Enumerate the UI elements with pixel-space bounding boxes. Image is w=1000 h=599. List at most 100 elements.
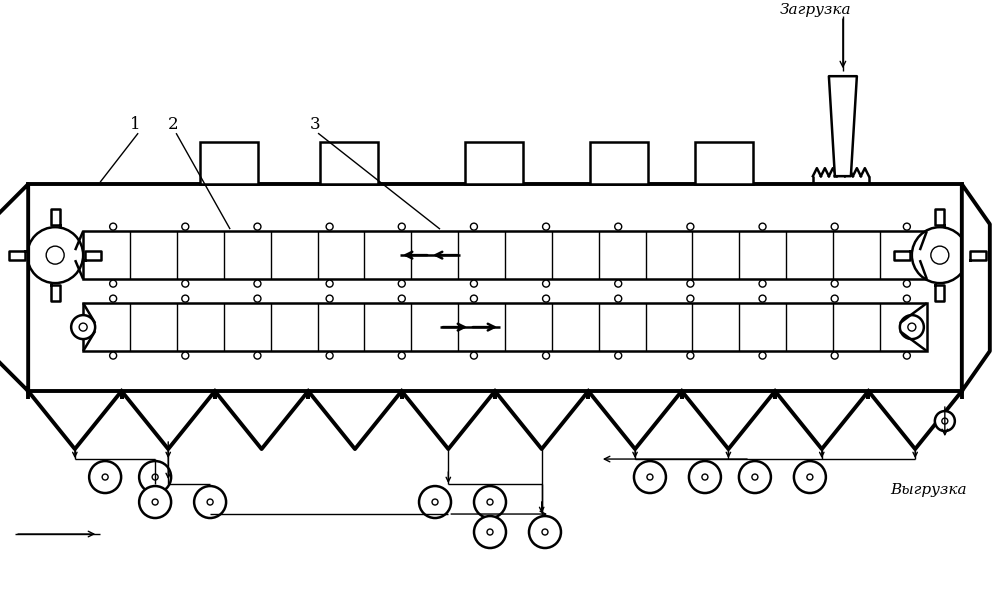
Circle shape	[687, 280, 694, 287]
Polygon shape	[970, 250, 986, 259]
Circle shape	[903, 352, 910, 359]
Circle shape	[687, 295, 694, 302]
Circle shape	[903, 280, 910, 287]
Circle shape	[182, 280, 189, 287]
Circle shape	[27, 227, 83, 283]
Circle shape	[634, 461, 666, 493]
Bar	[83, 303, 927, 351]
Circle shape	[942, 418, 948, 424]
Text: Загрузка: Загрузка	[780, 3, 852, 17]
Circle shape	[326, 295, 333, 302]
Polygon shape	[51, 285, 60, 301]
Circle shape	[529, 516, 561, 548]
Circle shape	[759, 352, 766, 359]
Circle shape	[615, 295, 622, 302]
Circle shape	[543, 295, 550, 302]
Circle shape	[71, 315, 95, 339]
Circle shape	[207, 499, 213, 505]
Circle shape	[110, 280, 117, 287]
Circle shape	[470, 223, 477, 230]
Circle shape	[739, 461, 771, 493]
Circle shape	[110, 223, 117, 230]
Circle shape	[194, 486, 226, 518]
Polygon shape	[0, 184, 28, 391]
Circle shape	[326, 223, 333, 230]
Text: 3: 3	[310, 116, 321, 133]
Polygon shape	[894, 250, 910, 259]
Circle shape	[254, 295, 261, 302]
Bar	[200, 142, 258, 184]
Circle shape	[432, 499, 438, 505]
Circle shape	[687, 352, 694, 359]
Bar	[320, 142, 378, 184]
Circle shape	[752, 474, 758, 480]
Text: Выгрузка: Выгрузка	[890, 483, 966, 497]
Circle shape	[831, 280, 838, 287]
Circle shape	[139, 486, 171, 518]
Circle shape	[807, 474, 813, 480]
Circle shape	[487, 529, 493, 535]
Circle shape	[326, 352, 333, 359]
Circle shape	[102, 474, 108, 480]
Polygon shape	[9, 250, 25, 259]
Circle shape	[419, 486, 451, 518]
Circle shape	[139, 461, 171, 493]
Circle shape	[543, 223, 550, 230]
Circle shape	[398, 223, 405, 230]
Circle shape	[470, 352, 477, 359]
Circle shape	[759, 223, 766, 230]
Circle shape	[182, 352, 189, 359]
Circle shape	[647, 474, 653, 480]
Circle shape	[931, 246, 949, 264]
Circle shape	[831, 295, 838, 302]
Polygon shape	[85, 250, 101, 259]
Circle shape	[182, 295, 189, 302]
Circle shape	[46, 246, 64, 264]
Circle shape	[794, 461, 826, 493]
Circle shape	[182, 223, 189, 230]
Circle shape	[89, 461, 121, 493]
Polygon shape	[962, 184, 990, 391]
Circle shape	[254, 352, 261, 359]
Circle shape	[543, 280, 550, 287]
Circle shape	[759, 295, 766, 302]
Circle shape	[900, 315, 924, 339]
Circle shape	[487, 499, 493, 505]
Circle shape	[398, 352, 405, 359]
Circle shape	[474, 486, 506, 518]
Circle shape	[903, 295, 910, 302]
Polygon shape	[51, 209, 60, 225]
Circle shape	[687, 223, 694, 230]
Circle shape	[110, 295, 117, 302]
Circle shape	[903, 223, 910, 230]
Text: 2: 2	[168, 116, 179, 133]
Circle shape	[689, 461, 721, 493]
Circle shape	[702, 474, 708, 480]
Bar	[695, 142, 753, 184]
Bar	[83, 231, 927, 279]
Circle shape	[470, 280, 477, 287]
Circle shape	[254, 223, 261, 230]
Circle shape	[470, 295, 477, 302]
Circle shape	[935, 411, 955, 431]
Circle shape	[831, 352, 838, 359]
Circle shape	[542, 529, 548, 535]
Circle shape	[152, 499, 158, 505]
Circle shape	[908, 323, 916, 331]
Circle shape	[615, 352, 622, 359]
Circle shape	[831, 223, 838, 230]
Circle shape	[615, 280, 622, 287]
Bar	[590, 142, 648, 184]
Bar	[28, 184, 962, 391]
Circle shape	[79, 323, 87, 331]
Text: 1: 1	[130, 116, 141, 133]
Bar	[465, 142, 523, 184]
Circle shape	[615, 223, 622, 230]
Circle shape	[398, 280, 405, 287]
Circle shape	[152, 474, 158, 480]
Circle shape	[398, 295, 405, 302]
Circle shape	[543, 352, 550, 359]
Polygon shape	[829, 76, 857, 176]
Polygon shape	[935, 209, 944, 225]
Polygon shape	[935, 285, 944, 301]
